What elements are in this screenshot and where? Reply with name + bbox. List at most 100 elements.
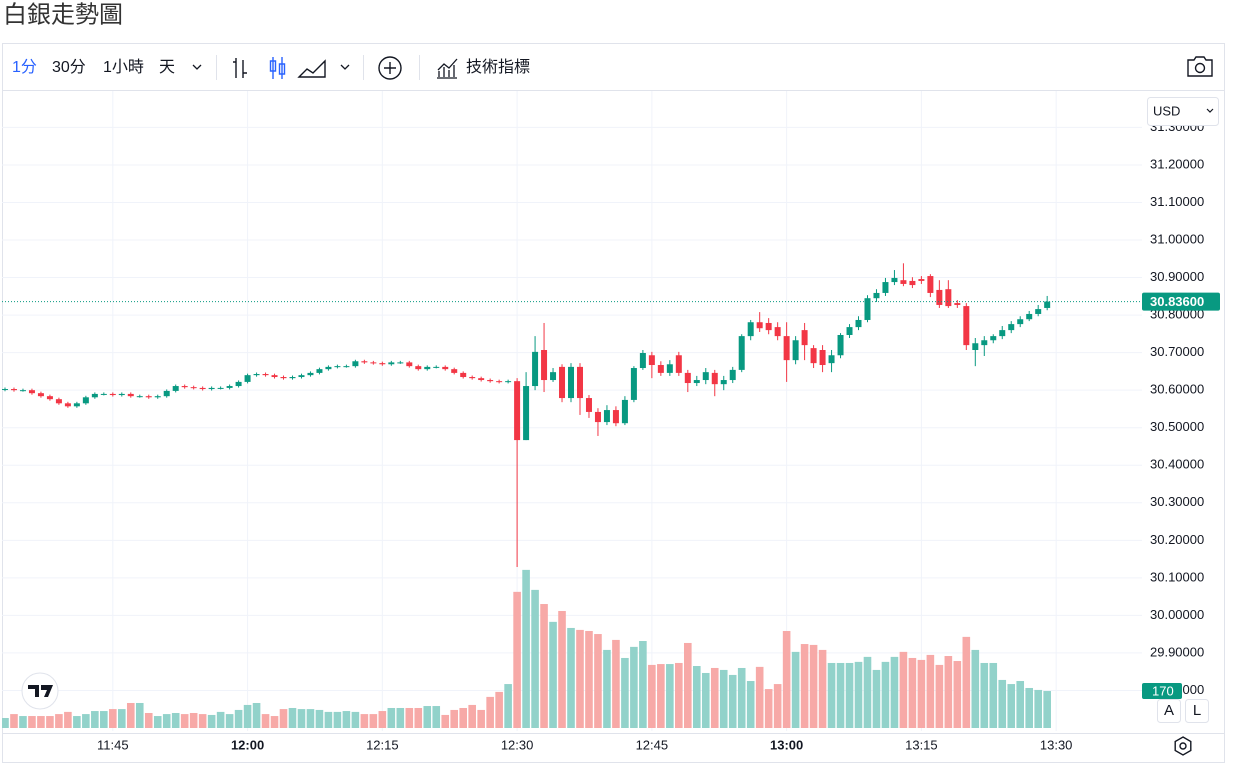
logo-circle (21, 672, 59, 710)
candle-body (675, 355, 682, 373)
volume-bar (845, 662, 854, 728)
candle-body (55, 399, 62, 404)
candle-body (541, 350, 548, 381)
volume-bar (504, 684, 512, 728)
dropdown-icon[interactable] (192, 64, 202, 70)
y-tick-label: 30.00000 (1150, 607, 1204, 622)
candle-body (451, 369, 458, 373)
screenshot-button[interactable] (1187, 56, 1213, 77)
volume-bar (207, 714, 216, 728)
bar-style-icon[interactable] (233, 58, 247, 78)
y-tick-label: 30.90000 (1150, 269, 1204, 284)
volume-bar (809, 644, 818, 728)
candle-body (891, 277, 898, 283)
scale-button[interactable] (1157, 699, 1181, 723)
volume-bar (261, 714, 270, 728)
volume-bar (1034, 689, 1042, 728)
dropdown-icon[interactable] (1206, 108, 1214, 113)
area-style-icon[interactable] (297, 59, 326, 78)
settings-icon-center (1179, 742, 1187, 750)
candle-body (550, 372, 557, 381)
currency-select[interactable]: USD (1147, 97, 1219, 126)
candle-body (262, 374, 269, 376)
candle-body (235, 381, 242, 387)
last-volume-label: 170 (1152, 683, 1174, 698)
compare-button[interactable] (378, 56, 402, 80)
volume-bar (755, 666, 764, 728)
candle-body (532, 351, 539, 387)
volume-pane (2, 569, 1051, 728)
y-tick-label: 30.60000 (1150, 382, 1204, 397)
volume-bar (1025, 687, 1034, 728)
candle-body (666, 364, 673, 373)
candle-body (855, 319, 862, 328)
volume-bar (82, 714, 90, 728)
currency-box[interactable] (1147, 97, 1219, 126)
volume-bar (728, 674, 737, 728)
candle-body (972, 343, 979, 351)
candle-body (316, 369, 323, 373)
volume-bar (46, 716, 54, 728)
x-tick-label: 13:15 (905, 737, 938, 752)
x-tick-label: 11:45 (97, 737, 129, 752)
indicators-button[interactable]: 技術指標 (466, 58, 530, 76)
volume-bar (935, 664, 944, 728)
volume-bar (594, 634, 602, 728)
volume-bar (198, 714, 207, 728)
candle-body (963, 306, 970, 346)
settings-button[interactable] (1174, 736, 1192, 756)
candle-body (325, 366, 332, 370)
candle-body (91, 393, 98, 398)
volume-bar (37, 716, 45, 728)
candle-body (73, 403, 80, 407)
candle-body (594, 411, 601, 423)
candle-body (900, 280, 907, 284)
candle-body (864, 298, 871, 320)
interval-button[interactable]: 1分 (12, 58, 37, 76)
volume-bar (324, 711, 333, 728)
volume-bar (881, 661, 890, 728)
interval-button[interactable]: 1小時 (103, 58, 144, 76)
candle-body (388, 362, 395, 365)
scale-button-label[interactable]: L (1193, 702, 1201, 719)
candle-body (343, 366, 350, 368)
settings-icon[interactable] (1174, 736, 1192, 756)
interval-button[interactable]: 天 (159, 59, 175, 76)
candle-body (181, 386, 188, 388)
candle-body (307, 372, 314, 376)
y-tick-label: 31.10000 (1150, 194, 1204, 209)
volume-bar (773, 684, 782, 728)
y-tick-label: 30.50000 (1150, 419, 1204, 434)
volume-bar (432, 706, 441, 728)
candle-body (1017, 319, 1024, 325)
volume-bar (28, 716, 36, 728)
scale-button[interactable] (1185, 699, 1209, 723)
candle-body (82, 397, 89, 404)
scale-button-label[interactable]: A (1164, 702, 1174, 719)
currency-label[interactable]: USD (1153, 103, 1180, 118)
indicators-icon[interactable] (437, 58, 458, 79)
candle-body (927, 276, 934, 293)
y-tick-label: 29.90000 (1150, 644, 1204, 659)
volume-bar (998, 679, 1007, 728)
volume-bar (612, 639, 620, 728)
dropdown-icon[interactable] (340, 64, 350, 70)
y-tick-label: 30.40000 (1150, 457, 1204, 472)
candle-body (603, 410, 610, 423)
volume-bar (171, 712, 180, 728)
candle-body (846, 327, 853, 335)
candle-style-icon[interactable] (269, 57, 286, 79)
volume-bar (162, 714, 171, 728)
candle-body (729, 369, 736, 381)
candle-body (657, 365, 664, 373)
candle-body (505, 381, 512, 383)
volume-bar (414, 707, 423, 728)
candle-body (711, 372, 718, 385)
interval-button[interactable]: 30分 (52, 58, 86, 76)
candle-body (37, 393, 44, 397)
x-tick-label: 12:45 (636, 737, 669, 752)
candle-body (280, 377, 287, 379)
candle-body (19, 390, 26, 392)
volume-bar (944, 656, 953, 728)
